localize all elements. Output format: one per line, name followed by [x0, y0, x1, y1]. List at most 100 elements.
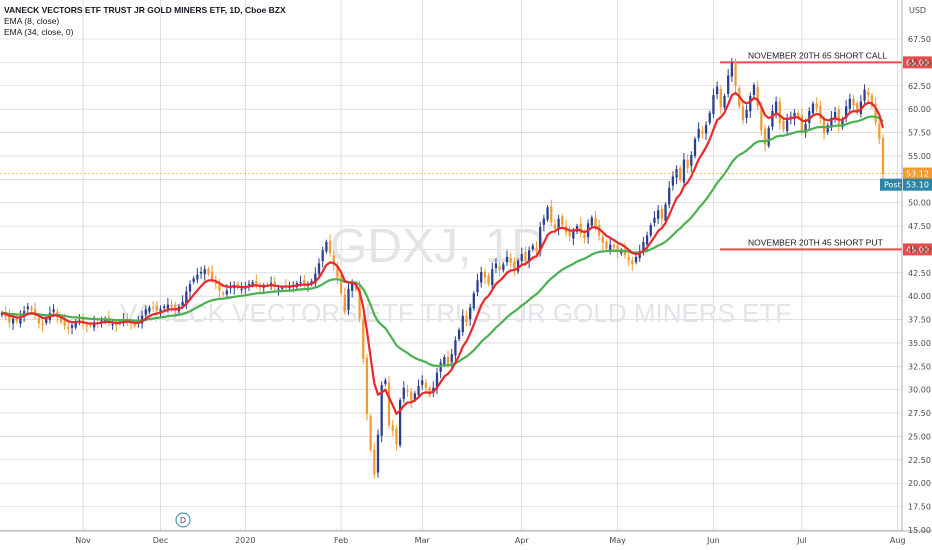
candle-body[interactable] [730, 63, 734, 77]
legend-ema34[interactable]: EMA (34, close, 0) [4, 27, 74, 37]
candle-body[interactable] [373, 449, 376, 475]
candle-body[interactable] [542, 218, 546, 225]
candle-body[interactable] [144, 309, 147, 315]
candle-body[interactable] [668, 187, 671, 205]
candle-body[interactable] [11, 318, 15, 324]
candle-body[interactable] [874, 104, 877, 123]
candle-body[interactable] [469, 307, 472, 320]
candle-body[interactable] [837, 109, 840, 126]
candle-body[interactable] [185, 291, 188, 305]
candle-body[interactable] [844, 106, 848, 119]
candle-body[interactable] [656, 210, 660, 219]
candle-body[interactable] [52, 309, 55, 312]
candle-body[interactable] [752, 84, 756, 95]
candle-body[interactable] [258, 287, 262, 289]
candle-body[interactable] [328, 240, 332, 254]
candle-body[interactable] [833, 111, 837, 118]
candle-body[interactable] [148, 307, 151, 312]
candle-body[interactable] [679, 167, 682, 181]
candle-body[interactable] [247, 284, 251, 286]
candle-body[interactable] [524, 251, 527, 261]
candle-body[interactable] [89, 324, 92, 326]
candle-body[interactable] [192, 278, 195, 282]
candle-body[interactable] [786, 120, 789, 131]
candle-body[interactable] [240, 288, 243, 291]
candle-body[interactable] [398, 400, 402, 446]
candle-body[interactable] [804, 124, 807, 133]
candle-body[interactable] [579, 223, 582, 234]
candle-body[interactable] [262, 286, 265, 288]
candle-body[interactable] [188, 284, 192, 292]
candle-body[interactable] [719, 88, 722, 108]
candle-body[interactable] [310, 281, 313, 284]
candle-body[interactable] [590, 217, 593, 226]
candle-body[interactable] [760, 106, 763, 131]
candle-body[interactable] [45, 318, 48, 323]
candle-body[interactable] [539, 226, 542, 252]
candle-body[interactable] [299, 282, 302, 284]
candle-body[interactable] [277, 288, 280, 290]
candle-body[interactable] [380, 385, 383, 436]
candle-body[interactable] [498, 265, 501, 271]
candle-body[interactable] [527, 250, 531, 262]
candle-body[interactable] [210, 271, 214, 280]
candle-body[interactable] [881, 137, 885, 174]
candle-body[interactable] [421, 380, 424, 385]
candle-body[interactable] [627, 257, 630, 261]
candle-body[interactable] [196, 274, 199, 280]
candle-body[interactable] [332, 255, 335, 266]
candle-body[interactable] [756, 87, 759, 107]
candle-body[interactable] [723, 96, 726, 108]
candle-body[interactable] [174, 305, 177, 311]
candle-body[interactable] [59, 316, 63, 323]
candle-body[interactable] [93, 322, 96, 328]
legend-ema8[interactable]: EMA (8, close) [4, 16, 60, 26]
candle-body[interactable] [100, 320, 103, 322]
candle-body[interactable] [594, 217, 597, 227]
candle-body[interactable] [362, 319, 365, 359]
candle-body[interactable] [207, 269, 210, 274]
candle-body[interactable] [830, 117, 833, 128]
candle-body[interactable] [749, 96, 752, 112]
candle-body[interactable] [642, 241, 645, 251]
candle-body[interactable] [225, 290, 229, 295]
candle-body[interactable] [690, 154, 693, 166]
candle-body[interactable] [351, 283, 354, 291]
candle-body[interactable] [815, 103, 818, 109]
candle-body[interactable] [856, 103, 859, 113]
candle-body[interactable] [697, 128, 700, 138]
candle-body[interactable] [704, 125, 708, 134]
candle-body[interactable] [727, 75, 730, 94]
candle-body[interactable] [686, 159, 689, 169]
candle-body[interactable] [557, 218, 560, 229]
candle-body[interactable] [450, 354, 453, 363]
candle-body[interactable] [826, 125, 829, 133]
candle-body[interactable] [406, 390, 409, 392]
candle-body[interactable] [410, 391, 413, 402]
candle-body[interactable] [774, 101, 778, 114]
candle-body[interactable] [19, 316, 22, 324]
candle-body[interactable] [424, 382, 428, 388]
candle-body[interactable] [605, 241, 608, 249]
candle-body[interactable] [476, 280, 479, 293]
price-axis[interactable]: USD 15.00 17.50 20.00 22.50 25.00 27.50 30.00 32… [0, 0, 932, 535]
candle-body[interactable] [649, 225, 652, 236]
candle-body[interactable] [343, 294, 346, 312]
candle-body[interactable] [369, 416, 372, 450]
candle-body[interactable] [67, 327, 70, 329]
candle-body[interactable] [852, 98, 855, 106]
candle-body[interactable] [778, 101, 781, 124]
candle-body[interactable] [572, 231, 575, 239]
candle-body[interactable] [693, 139, 697, 157]
candle-body[interactable] [797, 112, 800, 118]
candle-body[interactable] [384, 380, 387, 384]
candle-body[interactable] [491, 269, 494, 286]
candle-body[interactable] [8, 314, 11, 323]
candle-body[interactable] [771, 111, 774, 127]
candle-body[interactable] [634, 256, 638, 263]
candle-body[interactable] [281, 287, 284, 289]
candle-body[interactable] [664, 204, 667, 221]
candle-body[interactable] [166, 304, 170, 309]
